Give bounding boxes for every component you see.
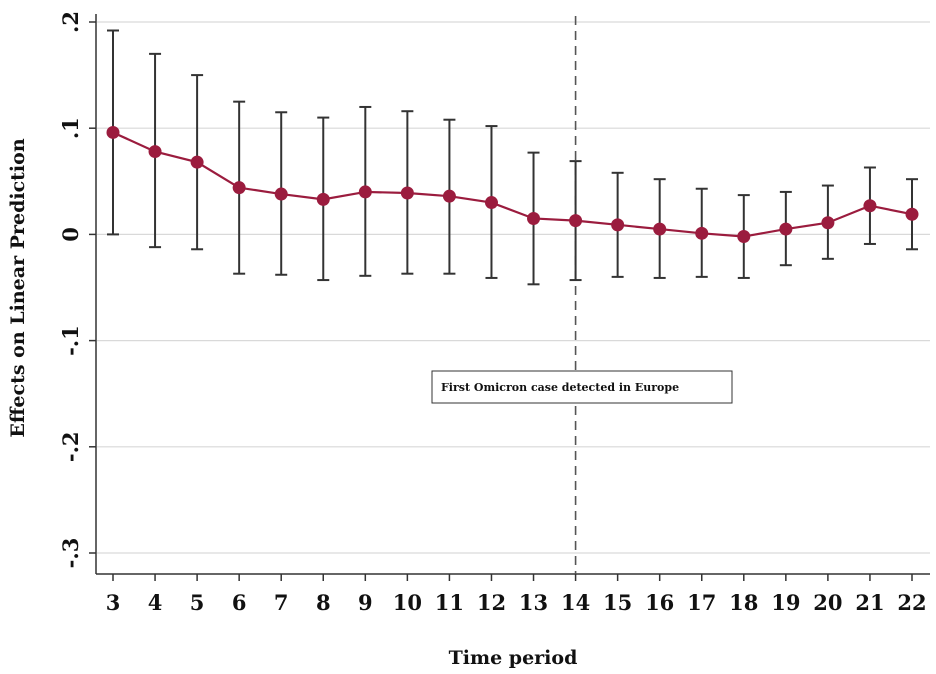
- y-tick-label: -.2: [58, 431, 83, 462]
- data-point: [232, 181, 246, 195]
- series-line: [112, 131, 913, 238]
- data-point: [148, 145, 162, 159]
- x-tick-label: 19: [771, 590, 800, 615]
- x-axis-title: Time period: [449, 647, 578, 669]
- data-point: [190, 155, 204, 169]
- data-point: [863, 199, 877, 213]
- annotation-box: [431, 370, 733, 404]
- x-tick-label: 3: [106, 590, 121, 615]
- data-point: [106, 125, 120, 139]
- data-point: [779, 222, 793, 236]
- x-tick-label: 22: [897, 590, 926, 615]
- data-point: [653, 222, 667, 236]
- x-tick-label: 6: [232, 590, 247, 615]
- series: [106, 125, 919, 244]
- x-tick-label: 10: [393, 590, 422, 615]
- data-point: [737, 230, 751, 244]
- x-tick-label: 18: [729, 590, 758, 615]
- x-tick-label: 5: [190, 590, 205, 615]
- x-tick-label: 9: [358, 590, 373, 615]
- annotation: First Omicron case detected in Europe: [431, 370, 733, 404]
- data-point: [695, 226, 709, 240]
- x-tick-label: 17: [687, 590, 716, 615]
- error-bars: [107, 29, 918, 286]
- x-tick-label: 8: [316, 590, 331, 615]
- x-tick-label: 4: [148, 590, 163, 615]
- x-tick-label: 14: [561, 590, 590, 615]
- data-point: [400, 186, 414, 200]
- x-tick-label: 16: [645, 590, 674, 615]
- y-tick-label: -.1: [58, 325, 83, 356]
- grid-lines: [97, 21, 930, 554]
- data-point: [358, 185, 372, 199]
- data-point: [611, 218, 625, 232]
- y-ticks: -.3 -.2 -.1 0 .1 .2: [58, 11, 96, 568]
- y-tick-label: -.3: [58, 538, 83, 569]
- x-tick-label: 15: [603, 590, 632, 615]
- data-point: [905, 207, 919, 221]
- y-tick-label: 0: [58, 227, 83, 242]
- data-point: [316, 192, 330, 206]
- x-tick-label: 7: [274, 590, 289, 615]
- x-tick-label: 11: [435, 590, 464, 615]
- y-tick-label: .2: [58, 11, 83, 33]
- axes: [95, 14, 930, 575]
- data-point: [442, 189, 456, 203]
- x-tick-label: 20: [813, 590, 842, 615]
- x-tick-label: 21: [855, 590, 884, 615]
- data-point: [484, 196, 498, 210]
- x-tick-label: 12: [477, 590, 506, 615]
- y-axis-title: Effects on Linear Prediction: [7, 138, 29, 437]
- data-point: [821, 216, 835, 230]
- data-point: [527, 211, 541, 225]
- data-point: [569, 214, 583, 228]
- annotation-text: First Omicron case detected in Europe: [441, 381, 679, 394]
- data-point: [274, 187, 288, 201]
- x-tick-label: 13: [519, 590, 548, 615]
- x-ticks: 3 4 5 6 7 8 9 10 11 12 13 14 15 16 17 18 19 20 21 22: [106, 574, 927, 615]
- y-tick-label: .1: [58, 117, 83, 139]
